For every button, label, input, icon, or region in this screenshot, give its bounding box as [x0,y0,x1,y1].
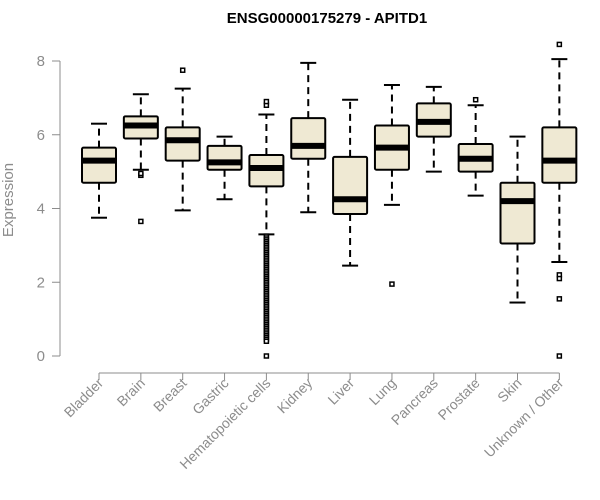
outlier-point [179,67,186,73]
y-axis: 0 2 4 6 8 [37,53,61,365]
outlier-point [556,41,563,48]
box-gastric [206,135,243,201]
y-tick-label: 4 [37,201,45,218]
iqr-box [499,181,536,245]
outlier-point [263,353,270,359]
outlier-point [263,98,270,105]
chart-title: ENSG00000175279 - APITD1 [227,10,427,27]
y-axis-label: Expression [0,163,17,237]
outlier-point [556,296,563,302]
box-breast [164,67,201,212]
iqr-box [164,126,201,162]
iqr-box [332,155,369,216]
x-tick-label: Breast [150,375,190,415]
y-tick-label: 8 [37,53,45,70]
outlier-point [138,170,144,177]
outlier-point [389,281,395,287]
outlier-point [138,218,144,225]
box-liver [332,98,369,267]
x-tick-label: Pancreas [388,375,441,428]
iqr-box [81,146,117,184]
y-tick-label: 6 [37,127,45,144]
box-skin [499,135,536,304]
x-tick-label: Bladder [61,375,107,421]
box-hematopoietic-cells [248,98,285,359]
outlier-point [472,96,479,103]
outlier-point [556,275,563,282]
x-tick-label: Skin [494,375,525,406]
x-tick-label: Prostate [435,375,483,423]
x-tick-label: Brain [114,375,148,409]
x-tick-label: Liver [324,375,357,408]
box-pancreas [415,85,452,173]
box-lung [373,83,410,287]
iqr-box [206,144,243,171]
iqr-box [290,117,327,160]
y-tick-label: 2 [37,274,45,291]
iqr-box [541,126,578,184]
outlier-point [556,353,563,359]
x-tick-label: Unknown / Other [481,375,567,461]
outlier-point [263,338,270,344]
x-tick-label: Lung [366,375,399,408]
box-prostate [457,96,494,197]
box-brain [122,93,159,225]
box-bladder [81,122,117,219]
x-tick-label: Kidney [274,375,316,417]
box-unknown-other [541,41,578,359]
boxes [81,41,578,359]
box-kidney [290,61,327,214]
y-tick-label: 0 [37,348,45,365]
